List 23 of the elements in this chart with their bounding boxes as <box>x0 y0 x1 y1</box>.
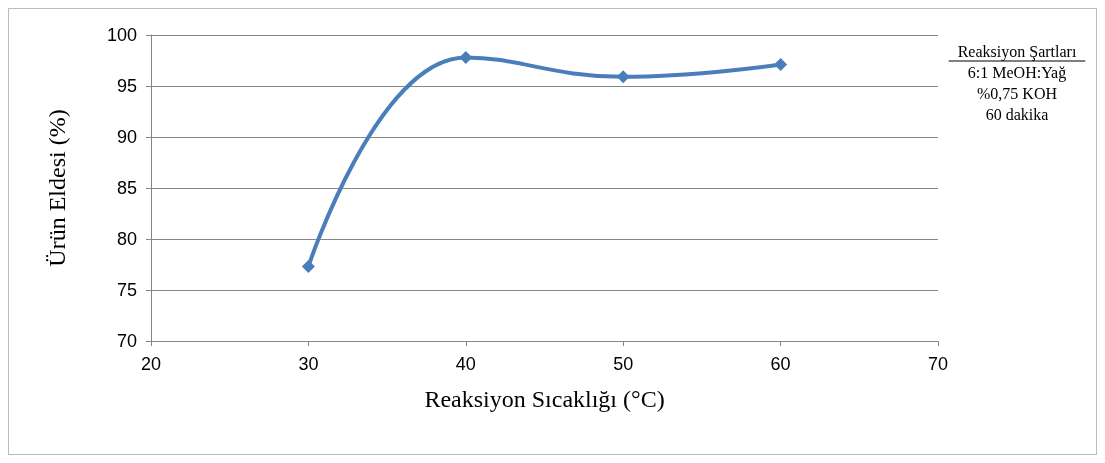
x-tick-label: 40 <box>455 354 476 374</box>
y-tick-label: 85 <box>116 178 137 198</box>
point <box>301 260 315 274</box>
point <box>616 70 630 84</box>
text: Reaksiyon Şartları <box>957 42 1077 61</box>
y-tick-label: 95 <box>116 76 137 96</box>
point <box>774 58 788 72</box>
y-tick-label: 100 <box>106 25 137 45</box>
text: 60 dakika <box>985 105 1049 123</box>
point <box>459 50 473 64</box>
x-tick-label: 60 <box>770 354 791 374</box>
x-axis-title: Reaksiyon Sıcaklığı (°C) <box>424 386 665 412</box>
y-tick-label: 90 <box>116 127 137 147</box>
x-tick-label: 70 <box>927 354 949 374</box>
y-tick-label: 70 <box>116 331 137 351</box>
y-axis-title: Ürün Eldesi (%) <box>44 109 70 267</box>
x-tick-label: 50 <box>613 354 634 374</box>
y-tick-label: 80 <box>116 229 137 249</box>
y-tick-label: 75 <box>116 280 137 300</box>
text: %0,75 KOH <box>977 84 1058 102</box>
x-tick-label: 20 <box>140 354 162 374</box>
text: 6:1 MeOH:Yağ <box>967 63 1067 82</box>
x-tick-label: 30 <box>298 354 319 374</box>
